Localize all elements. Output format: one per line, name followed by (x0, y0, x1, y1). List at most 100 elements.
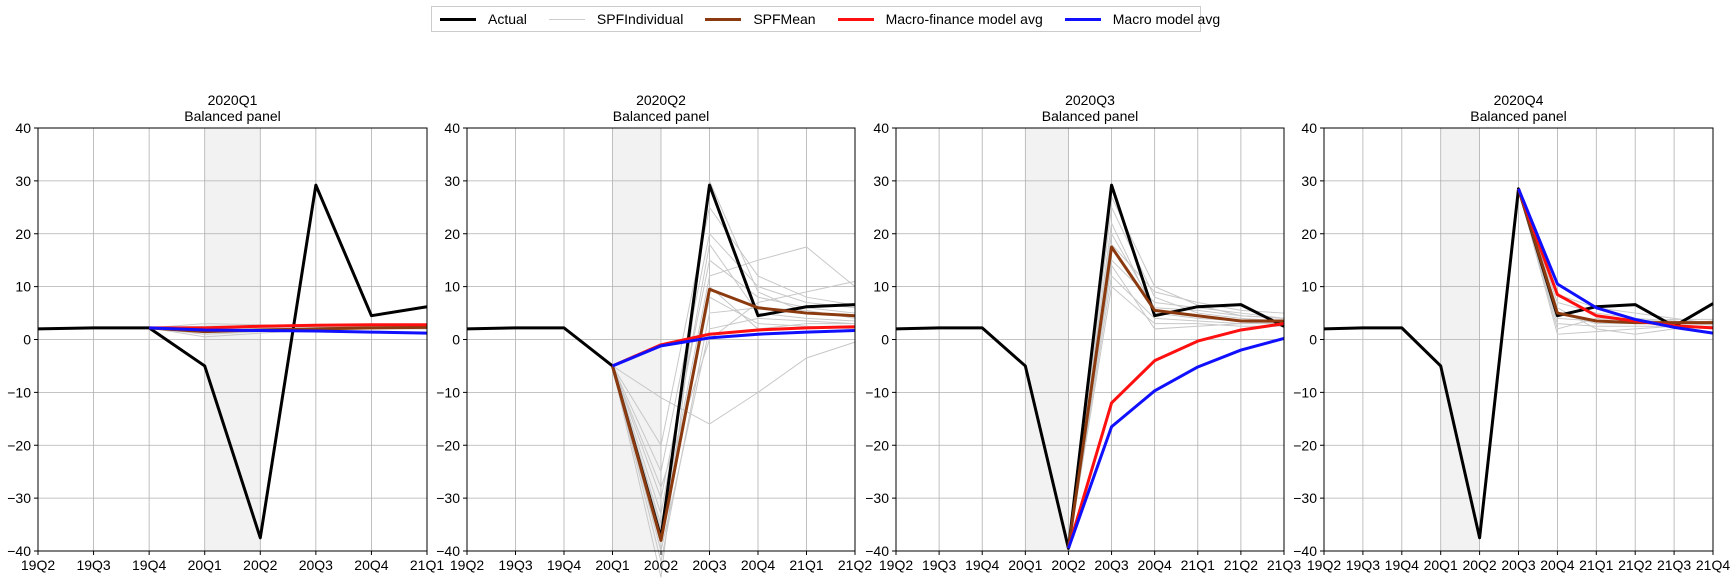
spf-individual-line (612, 246, 856, 525)
x-tick-label: 20Q3 (692, 557, 726, 573)
y-tick-label: 20 (873, 226, 889, 242)
x-tick-label: 19Q4 (547, 557, 581, 573)
y-tick-label: 10 (15, 279, 31, 295)
y-tick-label: 40 (1301, 120, 1317, 136)
x-tick-label: 20Q3 (1501, 557, 1535, 573)
x-tick-label: 19Q3 (1346, 557, 1380, 573)
chart-panel-3: −40 −30 −20 −10 0 10 20 30 40 19Q2 19Q3 19Q4 20Q1 20Q… (865, 92, 1301, 573)
y-tick-label: 0 (23, 332, 31, 348)
series-line-macro-finance-model-avg (149, 323, 427, 330)
legend-item: SPFIndividual (548, 11, 684, 27)
y-tick-label: −20 (1293, 437, 1317, 453)
legend-label: Macro-finance model avg (885, 11, 1043, 27)
x-tick-label: 19Q3 (76, 557, 110, 573)
x-tick-label: 19Q3 (498, 557, 532, 573)
x-tick-label: 19Q4 (1385, 557, 1419, 573)
legend-label: Macro model avg (1112, 11, 1221, 27)
spf-individual-line (1067, 259, 1285, 549)
x-tick-label: 19Q4 (132, 557, 166, 573)
legend-line-swatch (440, 17, 476, 21)
x-tick-label: 21Q2 (838, 557, 872, 573)
x-tick-label: 20Q4 (741, 557, 775, 573)
x-tick-label: 20Q1 (188, 557, 222, 573)
chart-panel-1: −40 −30 −20 −10 0 10 20 30 40 19Q2 19Q3 19Q4 20Q1 20Q… (7, 92, 444, 573)
x-tick-label: 20Q1 (595, 557, 629, 573)
legend-line-swatch (1064, 17, 1101, 21)
x-tick-label: 19Q2 (879, 557, 913, 573)
y-tick-label: 40 (444, 120, 460, 136)
spf-individual-line (1067, 285, 1284, 549)
legend-label: SPFIndividual (596, 11, 684, 27)
series-line-macro-finance-model-avg (1517, 188, 1714, 330)
chart-subtitle: Balanced panel (184, 108, 281, 124)
spf-individual-line (1518, 188, 1714, 325)
chart-panel-2: −40 −30 −20 −10 0 10 20 30 40 19Q2 19Q3 19Q4 20Q1 20Q… (436, 92, 872, 578)
x-tick-label: 20Q1 (1424, 557, 1458, 573)
y-tick-label: −30 (1293, 490, 1317, 506)
y-tick-label: 10 (873, 279, 889, 295)
y-tick-label: −20 (436, 437, 460, 453)
chart-subtitle: Balanced panel (1470, 108, 1567, 124)
y-tick-label: −40 (865, 543, 889, 559)
x-tick-label: 20Q2 (1051, 557, 1085, 573)
y-tick-label: 0 (452, 332, 460, 348)
x-tick-label: 21Q1 (1579, 557, 1613, 573)
y-tick-label: 20 (1301, 226, 1317, 242)
spf-individual-line (612, 285, 855, 530)
x-tick-label: 21Q1 (1181, 557, 1215, 573)
chart-title: 2020Q3 (1065, 92, 1115, 108)
series-line-macro-model-avg (1067, 336, 1285, 549)
legend-line-swatch (705, 17, 742, 21)
spf-individual-line (612, 341, 856, 425)
x-tick-label: 20Q4 (1138, 557, 1172, 573)
y-tick-label: 0 (881, 332, 889, 348)
y-tick-label: −10 (7, 384, 31, 400)
spf-individual-line (1518, 188, 1714, 325)
x-tick-label: 20Q4 (1540, 557, 1574, 573)
spf-individual-line (612, 243, 856, 515)
y-tick-label: −40 (436, 543, 460, 559)
x-tick-label: 21Q1 (410, 557, 444, 573)
legend-line-swatch (837, 17, 874, 21)
spf-individual-line (1518, 188, 1714, 325)
x-tick-label: 21Q3 (1657, 557, 1691, 573)
series-line-spfmean (611, 287, 856, 542)
chart-title: 2020Q4 (1494, 92, 1544, 108)
x-tick-label: 19Q2 (1307, 557, 1341, 573)
x-tick-label: 20Q3 (1094, 557, 1128, 573)
y-tick-label: −30 (7, 490, 31, 506)
chart-subtitle: Balanced panel (613, 108, 710, 124)
y-tick-label: 30 (444, 173, 460, 189)
y-tick-label: 10 (444, 279, 460, 295)
series-line-actual (37, 183, 428, 540)
y-tick-label: 20 (444, 226, 460, 242)
y-tick-label: −40 (7, 543, 31, 559)
x-tick-label: 20Q4 (354, 557, 388, 573)
series-line-macro-model-avg (611, 329, 856, 368)
x-tick-label: 21Q2 (1224, 557, 1258, 573)
spf-individual-line (612, 317, 856, 552)
x-tick-label: 20Q3 (299, 557, 333, 573)
y-tick-label: −40 (1293, 543, 1317, 559)
legend-item: Macro model avg (1064, 11, 1221, 27)
y-tick-label: 40 (873, 120, 889, 136)
y-tick-label: −30 (865, 490, 889, 506)
legend-label: SPFMean (753, 11, 816, 27)
x-tick-label: 19Q2 (450, 557, 484, 573)
y-tick-label: −10 (1293, 384, 1317, 400)
x-tick-label: 20Q2 (644, 557, 678, 573)
legend-line-swatch (548, 18, 585, 20)
x-tick-label: 20Q1 (1008, 557, 1042, 573)
y-tick-label: 10 (1301, 279, 1317, 295)
y-tick-label: 30 (873, 173, 889, 189)
x-tick-label: 20Q2 (1462, 557, 1496, 573)
legend-item: Macro-finance model avg (837, 11, 1043, 27)
y-tick-label: 0 (1309, 332, 1317, 348)
chart-title: 2020Q1 (208, 92, 258, 108)
x-tick-label: 19Q2 (21, 557, 55, 573)
series-line-spfmean (1066, 245, 1284, 549)
y-tick-label: 30 (1301, 173, 1317, 189)
spf-individual-line (612, 206, 856, 447)
